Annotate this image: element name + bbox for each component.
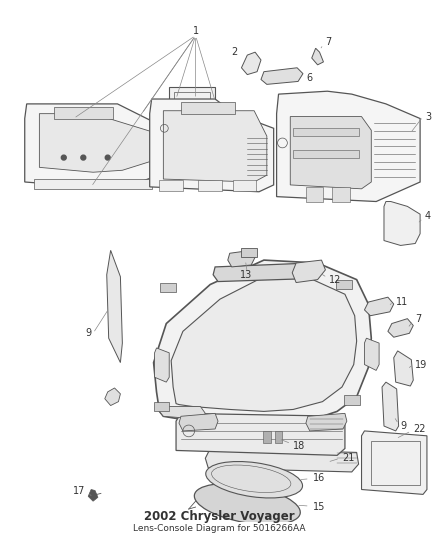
Polygon shape — [382, 382, 399, 431]
Text: 19: 19 — [415, 360, 427, 369]
Polygon shape — [384, 201, 420, 246]
Polygon shape — [105, 388, 120, 406]
Text: 18: 18 — [293, 441, 305, 450]
Polygon shape — [261, 68, 303, 84]
Polygon shape — [213, 263, 313, 281]
Polygon shape — [394, 351, 413, 386]
Text: 3: 3 — [425, 111, 431, 122]
Text: 21: 21 — [342, 453, 354, 463]
Polygon shape — [263, 431, 271, 442]
Text: 2: 2 — [231, 47, 237, 57]
Polygon shape — [88, 489, 98, 501]
Polygon shape — [290, 117, 371, 189]
Text: 7: 7 — [325, 37, 332, 47]
Polygon shape — [233, 180, 256, 191]
Ellipse shape — [194, 483, 300, 524]
Polygon shape — [154, 402, 169, 411]
Text: 13: 13 — [240, 270, 252, 280]
Text: 7: 7 — [415, 313, 421, 324]
Ellipse shape — [206, 462, 303, 498]
Polygon shape — [277, 91, 420, 201]
Text: Lens-Console Diagram for 5016266AA: Lens-Console Diagram for 5016266AA — [133, 524, 305, 533]
Circle shape — [61, 155, 66, 160]
Text: 6: 6 — [306, 72, 312, 83]
Text: 9: 9 — [401, 421, 407, 431]
Polygon shape — [150, 99, 274, 192]
Polygon shape — [306, 414, 347, 431]
Circle shape — [105, 155, 110, 160]
Polygon shape — [292, 260, 325, 282]
Polygon shape — [171, 277, 357, 411]
Polygon shape — [344, 395, 360, 405]
Polygon shape — [159, 407, 205, 419]
Polygon shape — [155, 348, 169, 382]
Polygon shape — [159, 180, 183, 191]
Text: 17: 17 — [73, 487, 85, 496]
Polygon shape — [169, 87, 215, 107]
Text: 15: 15 — [313, 502, 325, 512]
Polygon shape — [181, 102, 235, 114]
Polygon shape — [332, 187, 350, 201]
Polygon shape — [160, 282, 176, 292]
Polygon shape — [176, 414, 345, 455]
Polygon shape — [275, 431, 283, 442]
Text: 22: 22 — [413, 424, 426, 434]
Polygon shape — [364, 297, 394, 316]
Circle shape — [81, 155, 86, 160]
Polygon shape — [293, 128, 359, 136]
Polygon shape — [228, 251, 255, 267]
Polygon shape — [107, 251, 122, 362]
Polygon shape — [154, 260, 371, 423]
Polygon shape — [54, 107, 113, 118]
Text: 2002 Chrysler Voyager: 2002 Chrysler Voyager — [144, 510, 294, 523]
Polygon shape — [39, 114, 156, 172]
Polygon shape — [163, 111, 267, 182]
Polygon shape — [179, 414, 218, 431]
Text: 9: 9 — [85, 328, 91, 338]
Polygon shape — [241, 52, 261, 75]
Polygon shape — [241, 248, 257, 257]
Text: 11: 11 — [396, 297, 408, 307]
Polygon shape — [361, 431, 427, 495]
Polygon shape — [312, 49, 323, 65]
Polygon shape — [388, 319, 413, 337]
Polygon shape — [364, 338, 379, 370]
Text: 1: 1 — [193, 26, 198, 36]
Polygon shape — [25, 104, 166, 187]
Polygon shape — [293, 150, 359, 158]
Polygon shape — [198, 180, 222, 191]
Text: 4: 4 — [425, 211, 431, 221]
Polygon shape — [336, 280, 352, 289]
Text: 12: 12 — [329, 274, 342, 285]
Polygon shape — [306, 187, 323, 201]
Polygon shape — [205, 448, 359, 472]
Text: 16: 16 — [313, 473, 325, 483]
Polygon shape — [35, 179, 152, 189]
